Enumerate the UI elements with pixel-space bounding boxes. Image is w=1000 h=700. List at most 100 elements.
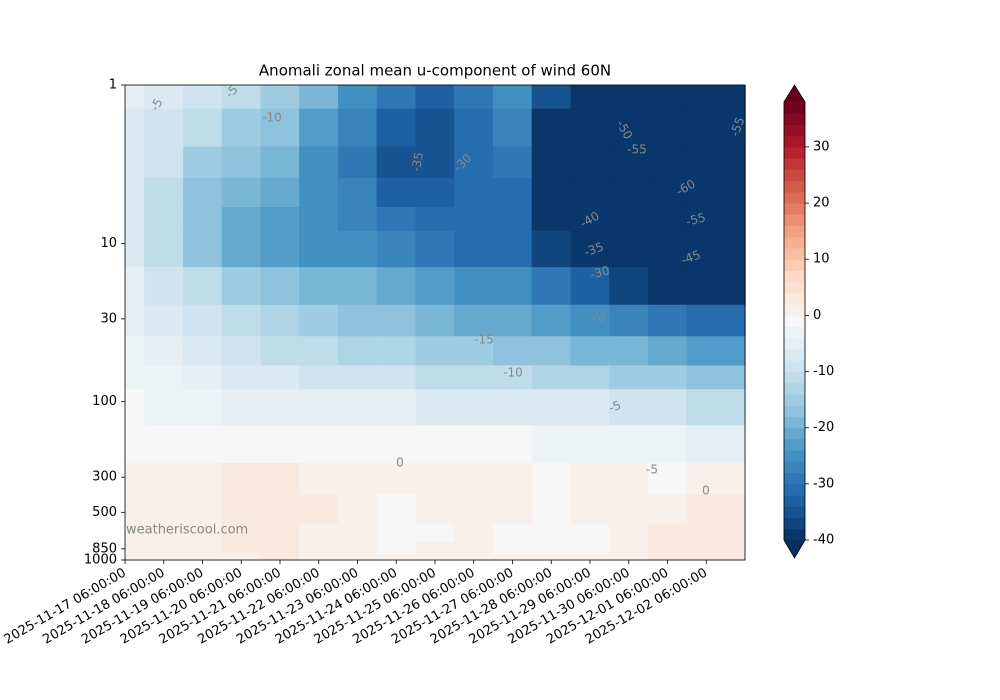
contour-cell: [144, 146, 184, 179]
contour-cell: [124, 230, 146, 268]
contour-cell: [570, 304, 611, 338]
colorbar-segment: [783, 438, 806, 451]
contour-cell: [221, 146, 262, 179]
contour-cell: [124, 304, 146, 338]
contour-cell: [376, 523, 417, 543]
contour-cell: [647, 267, 688, 306]
colorbar-segment: [783, 214, 806, 227]
contour-cell: [376, 336, 417, 367]
contour-cell: [124, 177, 146, 208]
contour-cell: [221, 304, 262, 338]
contour-cell: [570, 389, 611, 427]
contour-cell: [415, 336, 456, 367]
colorbar-segment: [783, 113, 806, 125]
contour-cell: [376, 463, 417, 496]
contour-cell: [260, 84, 301, 110]
contour-cell: [686, 84, 746, 110]
contour-cell: [609, 554, 649, 561]
colorbar-segment: [783, 225, 806, 238]
colorbar-segment: [783, 101, 806, 114]
contour-cell: [570, 541, 611, 556]
contour-cell: [299, 463, 339, 496]
contour-cell: [686, 304, 746, 338]
contour-cell: [337, 108, 378, 148]
contour-cell: [144, 463, 184, 496]
contour-cell: [337, 84, 378, 110]
colorbar-segment: [783, 427, 806, 440]
contour-cell: [299, 523, 339, 543]
contour-cell: [415, 463, 456, 496]
contour-cell: [454, 146, 494, 179]
contour-cell: [182, 365, 223, 391]
contour-cell: [686, 336, 746, 367]
contour-cell: [260, 146, 301, 179]
contour-cell: [376, 304, 417, 338]
contour-cell: [609, 389, 649, 427]
contour-cell: [492, 425, 533, 464]
contour-cell: [337, 523, 378, 543]
contour-label: -55: [627, 143, 647, 157]
contour-label: -20: [585, 307, 608, 326]
contour-cell: [221, 177, 262, 208]
contour-cell: [124, 365, 146, 391]
contour-cell: [609, 177, 649, 208]
contour-cell: [337, 541, 378, 556]
contour-cell: [260, 230, 301, 268]
y-tick-label: 30: [100, 311, 117, 326]
contour-cell: [124, 267, 146, 306]
contour-cell: [454, 554, 494, 561]
colorbar-tick-label: -40: [813, 533, 834, 548]
contour-cell: [647, 389, 688, 427]
y-tick-label: 10: [100, 236, 117, 251]
contour-cell: [686, 365, 746, 391]
contour-cell: [415, 207, 456, 232]
contour-cell: [376, 494, 417, 525]
contour-cell: [570, 463, 611, 496]
contour-cell: [260, 207, 301, 232]
colorbar-extend-max: [784, 85, 805, 102]
contour-cell: [492, 84, 533, 110]
contour-cell: [454, 230, 494, 268]
contour-cell: [299, 494, 339, 525]
contour-cell: [376, 207, 417, 232]
contour-label: 0: [702, 484, 710, 498]
colorbar-segment: [783, 236, 806, 249]
chart-title: Anomali zonal mean u-component of wind 6…: [259, 62, 611, 80]
contour-cell: [415, 494, 456, 525]
contour-cell: [570, 230, 611, 268]
colorbar-segment: [783, 292, 806, 305]
contour-cell: [454, 463, 494, 496]
contour-cell: [144, 494, 184, 525]
colorbar-segment: [783, 416, 806, 429]
contour-cell: [299, 267, 339, 306]
contour-label: -5: [646, 463, 658, 477]
contour-label: -30: [589, 263, 612, 282]
contour-cell: [376, 541, 417, 556]
contour-cell: [124, 336, 146, 367]
colorbar-segment: [783, 472, 806, 485]
contour-cell: [454, 541, 494, 556]
contour-cell: [492, 108, 533, 148]
contour-cell: [415, 425, 456, 464]
contour-cell: [531, 389, 572, 427]
contour-cell: [492, 365, 533, 391]
contour-cell: [376, 267, 417, 306]
contour-cell: [686, 494, 746, 525]
contour-cell: [337, 463, 378, 496]
contour-cell: [415, 541, 456, 556]
colorbar-segment: [783, 304, 806, 316]
contour-cell: [376, 425, 417, 464]
contour-cell: [454, 425, 494, 464]
contour-cell: [337, 336, 378, 367]
contour-cell: [376, 84, 417, 110]
contour-cell: [337, 146, 378, 179]
contour-label: -55: [685, 210, 708, 229]
contour-cell: [531, 108, 572, 148]
colorbar-segment: [783, 506, 806, 519]
contour-cell: [570, 554, 611, 561]
contour-cell: [454, 108, 494, 148]
contour-cell: [609, 108, 649, 148]
contour-cell: [299, 108, 339, 148]
contour-cell: [609, 84, 649, 110]
contour-cell: [570, 336, 611, 367]
